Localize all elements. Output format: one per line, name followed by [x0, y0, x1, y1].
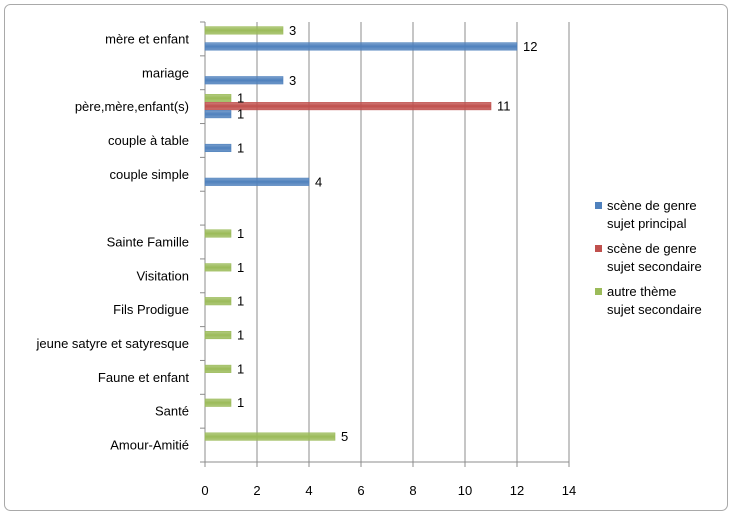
bar-series-2	[204, 432, 336, 441]
x-tick-label: 4	[305, 483, 312, 498]
y-category-label: couple simple	[110, 167, 190, 182]
legend: scène de genre sujet principal scène de ge…	[595, 198, 702, 317]
data-label: 11	[497, 99, 511, 114]
x-tick-label: 8	[409, 483, 416, 498]
data-label: 4	[315, 174, 322, 189]
x-tick-label: 10	[458, 483, 472, 498]
bar-series-1	[204, 102, 492, 111]
legend-label: scène de genre	[607, 198, 697, 213]
data-label: 1	[237, 226, 244, 241]
bars	[204, 26, 518, 441]
y-category-label: couple à table	[108, 133, 189, 148]
x-tick-label: 6	[357, 483, 364, 498]
bar-series-0	[204, 76, 284, 85]
y-category-label: mariage	[142, 65, 189, 80]
bar-series-2	[204, 398, 232, 407]
y-category-label: père,mère,enfant(s)	[75, 99, 189, 114]
chart-border	[4, 4, 728, 511]
x-tick-label: 14	[562, 483, 576, 498]
bar-series-2	[204, 26, 284, 35]
data-label: 1	[237, 107, 244, 122]
y-category-label: Faune et enfant	[98, 370, 189, 385]
y-category-label: Fils Prodigue	[113, 302, 189, 317]
legend-swatch	[595, 245, 602, 252]
legend-label: sujet secondaire	[607, 259, 702, 274]
y-category-label: Santé	[155, 404, 189, 419]
bar-series-2	[204, 263, 232, 272]
data-label: 12	[523, 39, 537, 54]
bar-series-2	[204, 364, 232, 373]
y-category-label: Amour-Amitié	[110, 438, 189, 453]
legend-swatch	[595, 288, 602, 295]
data-label: 1	[237, 294, 244, 309]
data-label: 1	[237, 260, 244, 275]
legend-label: scène de genre	[607, 241, 697, 256]
bar-series-2	[204, 94, 232, 103]
bar-series-0	[204, 110, 232, 119]
y-category-label: Visitation	[136, 268, 189, 283]
bar-series-2	[204, 297, 232, 306]
legend-label: sujet principal	[607, 216, 687, 231]
data-label: 1	[237, 91, 244, 106]
y-category-label: Sainte Famille	[107, 235, 189, 250]
data-label: 3	[289, 23, 296, 38]
data-label: 5	[341, 429, 348, 444]
x-tick-label: 2	[253, 483, 260, 498]
bar-series-0	[204, 143, 232, 153]
gridlines	[256, 22, 570, 462]
x-tick-label: 0	[201, 483, 208, 498]
y-category-label: jeune satyre et satyresque	[36, 336, 189, 351]
data-label: 3	[289, 73, 296, 88]
legend-label: sujet secondaire	[607, 302, 702, 317]
bar-series-0	[204, 42, 518, 51]
data-label: 1	[237, 361, 244, 376]
x-tick-label: 12	[510, 483, 524, 498]
data-label: 1	[237, 140, 244, 155]
legend-label: autre thème	[607, 284, 676, 299]
bar-series-2	[204, 330, 232, 340]
legend-swatch	[595, 202, 602, 209]
data-label: 1	[237, 328, 244, 343]
data-label: 1	[237, 395, 244, 410]
y-category-label: mère et enfant	[105, 31, 189, 46]
bar-series-0	[204, 177, 310, 186]
bar-series-2	[204, 229, 232, 238]
